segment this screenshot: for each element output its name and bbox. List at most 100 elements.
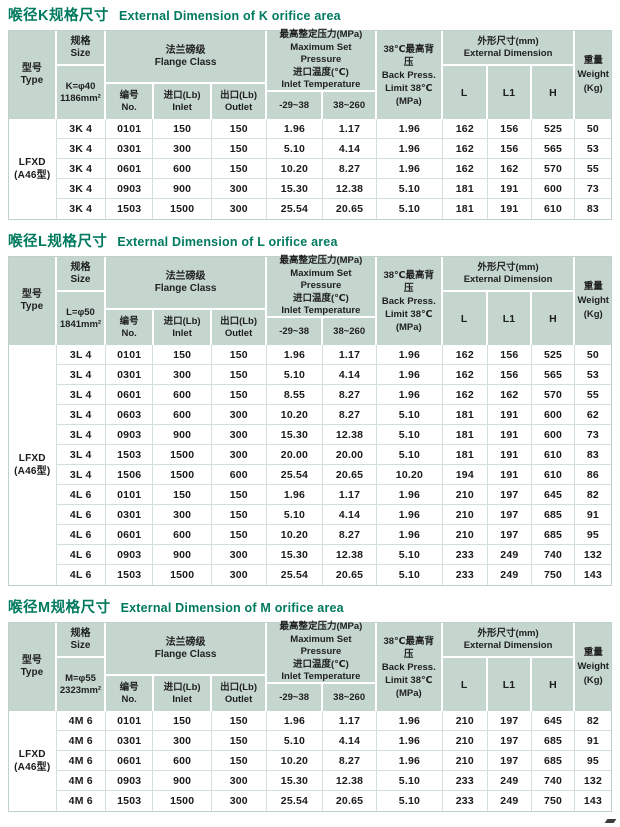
orifice-table-section: 喉径M规格尺寸 External Dimension of M orifice … — [8, 600, 612, 812]
cell-dim-l: 162 — [443, 345, 488, 365]
header-flange-no: 编号 No. — [106, 310, 153, 345]
cell-flange-inlet: 600 — [153, 751, 212, 771]
cell-flange-outlet: 150 — [211, 385, 267, 405]
cell-size-code: 4M 6 — [56, 731, 106, 751]
cell-size-code: 3L 4 — [56, 345, 106, 365]
cell-flange-inlet: 1500 — [153, 565, 212, 585]
header-dim-l: L — [442, 658, 486, 711]
table-body: LFXD (A46型) 3L 4 0101 150 150 1.96 1.17 1.96 162… — [9, 345, 611, 585]
cell-back-pressure-limit: 1.96 — [376, 159, 444, 179]
cell-flange-no: 0601 — [105, 525, 154, 545]
page-corner-mark — [604, 819, 617, 823]
cell-dim-l: 181 — [443, 445, 488, 465]
cell-dim-l: 162 — [443, 385, 488, 405]
cell-pressure-neg29-38: 5.10 — [266, 731, 324, 751]
cell-pressure-38-260: 12.38 — [323, 179, 377, 199]
cell-flange-no: 0903 — [105, 545, 154, 565]
cell-flange-inlet: 150 — [153, 485, 212, 505]
cell-pressure-38-260: 1.17 — [323, 711, 377, 731]
cell-flange-inlet: 300 — [153, 505, 212, 525]
header-max-set-pressure: 最高整定压力(MPa) Maximum Set Pressure 进口温度(℃)… — [266, 621, 375, 682]
cell-flange-inlet: 600 — [153, 159, 212, 179]
cell-dim-l1: 191 — [488, 199, 533, 219]
cell-weight: 73 — [574, 179, 611, 199]
cell-type-model: LFXD (A46型) — [9, 119, 57, 219]
header-temp-range-low: -29~38 — [266, 684, 322, 711]
header-dim-l1: L1 — [487, 292, 531, 345]
cell-back-pressure-limit: 5.10 — [376, 545, 444, 565]
cell-dim-h: 600 — [532, 405, 575, 425]
cell-size-code: 3K 4 — [56, 139, 106, 159]
cell-size-code: 3L 4 — [56, 405, 106, 425]
cell-pressure-38-260: 20.00 — [323, 445, 377, 465]
cell-flange-inlet: 900 — [153, 545, 212, 565]
header-weight: 重量 Weight (Kg) — [575, 257, 611, 345]
cell-flange-inlet: 300 — [153, 365, 212, 385]
cell-pressure-38-260: 8.27 — [323, 159, 377, 179]
header-flange-outlet: 出口(Lb) Outlet — [212, 676, 265, 711]
cell-type-model: LFXD (A46型) — [9, 345, 57, 585]
cell-dim-h: 570 — [532, 159, 575, 179]
cell-size-code: 4L 6 — [57, 565, 106, 585]
cell-flange-inlet: 150 — [153, 711, 212, 731]
cell-dim-l: 194 — [443, 465, 488, 485]
cell-size-code: 3K 4 — [56, 119, 106, 139]
cell-weight: 53 — [574, 139, 611, 159]
cell-flange-inlet: 900 — [153, 771, 212, 791]
section-title: 喉径L规格尺寸 External Dimension of L orifice … — [8, 234, 612, 251]
cell-flange-no: 0301 — [105, 505, 154, 525]
cell-flange-outlet: 150 — [211, 365, 267, 385]
cell-flange-outlet: 300 — [211, 405, 267, 425]
cell-dim-l: 162 — [443, 159, 488, 179]
cell-flange-no: 0601 — [105, 751, 154, 771]
cell-flange-inlet: 1500 — [153, 445, 212, 465]
cell-weight: 73 — [574, 425, 611, 445]
cell-size-code: 3L 4 — [56, 465, 106, 485]
cell-back-pressure-limit: 1.96 — [376, 505, 444, 525]
cell-dim-l1: 156 — [487, 365, 533, 385]
cell-size-code: 3L 4 — [56, 365, 106, 385]
cell-weight: 95 — [574, 751, 611, 771]
cell-back-pressure-limit: 1.96 — [376, 365, 444, 385]
cell-pressure-neg29-38: 15.30 — [266, 425, 324, 445]
cell-flange-no: 0903 — [105, 179, 154, 199]
header-type: 型号 Type — [9, 31, 55, 119]
cell-flange-outlet: 300 — [211, 179, 267, 199]
cell-flange-no: 0601 — [105, 385, 154, 405]
cell-pressure-neg29-38: 10.20 — [266, 525, 324, 545]
cell-dim-h: 685 — [532, 731, 575, 751]
cell-weight: 53 — [574, 365, 611, 385]
cell-flange-no: 0101 — [105, 711, 154, 731]
cell-flange-outlet: 300 — [211, 445, 267, 465]
cell-weight: 86 — [574, 465, 611, 485]
cell-dim-l1: 249 — [488, 565, 533, 585]
cell-back-pressure-limit: 1.96 — [376, 751, 444, 771]
header-flange-outlet: 出口(Lb) Outlet — [212, 84, 265, 119]
cell-back-pressure-limit: 5.10 — [377, 791, 444, 811]
cell-type-model: LFXD (A46型) — [9, 711, 57, 811]
section-title-en: External Dimension of K orifice area — [118, 9, 341, 23]
cell-flange-no: 1506 — [105, 465, 154, 485]
cell-size-code: 4M 6 — [56, 771, 106, 791]
cell-dim-l1: 249 — [487, 545, 533, 565]
cell-dim-h: 565 — [532, 365, 575, 385]
cell-pressure-38-260: 4.14 — [323, 365, 377, 385]
cell-flange-outlet: 300 — [212, 565, 267, 585]
section-title-en: External Dimension of M orifice area — [120, 601, 344, 615]
cell-pressure-neg29-38: 25.54 — [267, 565, 324, 585]
header-temp-range-high: 38~260 — [323, 684, 375, 711]
cell-flange-no: 0601 — [105, 159, 154, 179]
cell-flange-outlet: 150 — [211, 731, 267, 751]
header-dim-l: L — [442, 292, 486, 345]
cell-flange-outlet: 300 — [211, 771, 267, 791]
cell-weight: 95 — [574, 525, 611, 545]
cell-flange-inlet: 600 — [153, 525, 212, 545]
cell-flange-inlet: 900 — [153, 425, 212, 445]
header-temp-range-low: -29~38 — [266, 318, 322, 345]
cell-flange-outlet: 300 — [211, 545, 267, 565]
cell-dim-l1: 156 — [487, 119, 533, 139]
cell-back-pressure-limit: 1.96 — [376, 385, 444, 405]
cell-dim-l: 233 — [443, 545, 488, 565]
cell-size-code: 4M 6 — [56, 711, 106, 731]
